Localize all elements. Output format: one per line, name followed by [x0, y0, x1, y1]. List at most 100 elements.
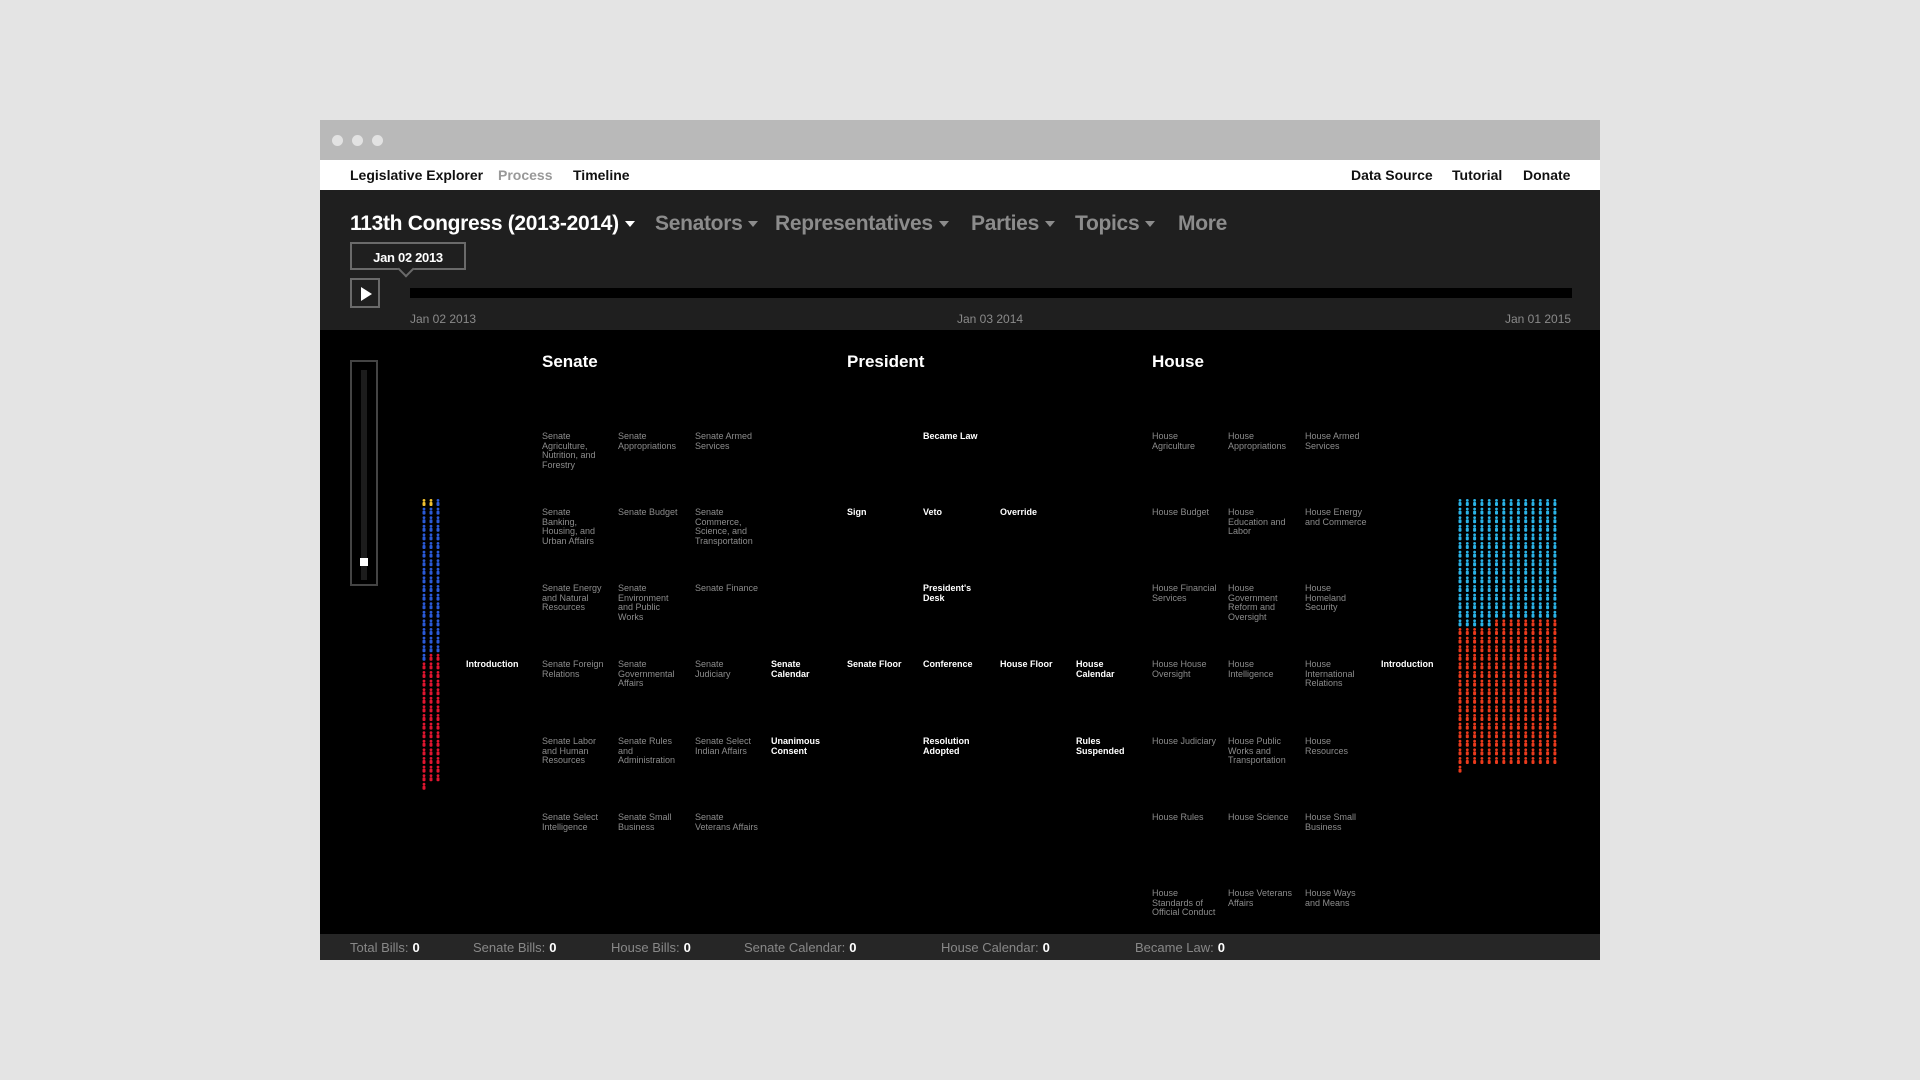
house-democrat-member[interactable]	[1538, 536, 1542, 541]
stage-house-agriculture[interactable]: House Agriculture	[1152, 431, 1196, 451]
house-democrat-member[interactable]	[1516, 510, 1520, 515]
house-democrat-member[interactable]	[1480, 536, 1484, 541]
house-democrat-member[interactable]	[1509, 519, 1513, 524]
stage-senate-energy[interactable]: Senate Energy and Natural Resources	[542, 583, 602, 612]
stage-senate-calendar[interactable]: Senate Calendar	[771, 659, 810, 679]
house-democrat-member[interactable]	[1538, 553, 1542, 558]
house-republican-member[interactable]	[1458, 699, 1462, 704]
house-republican-member[interactable]	[1458, 648, 1462, 653]
house-democrat-member[interactable]	[1495, 562, 1498, 567]
house-republican-member[interactable]	[1509, 631, 1513, 635]
stage-house-armed-services[interactable]: House Armed Services	[1305, 431, 1360, 451]
house-democrat-member[interactable]	[1531, 570, 1535, 575]
house-democrat-member[interactable]	[1524, 510, 1528, 515]
senate-democrat-member[interactable]	[429, 562, 433, 567]
senate-democrat-member[interactable]	[422, 519, 426, 524]
stage-house-education[interactable]: House Education and Labor	[1228, 507, 1286, 536]
house-democrat-member[interactable]	[1487, 527, 1491, 532]
senate-republican-member[interactable]	[422, 742, 426, 747]
house-republican-member[interactable]	[1480, 665, 1484, 670]
house-republican-member[interactable]	[1473, 656, 1477, 661]
house-republican-member[interactable]	[1473, 699, 1477, 704]
house-democrat-member[interactable]	[1538, 596, 1542, 601]
house-republican-member[interactable]	[1516, 674, 1520, 678]
house-republican-member[interactable]	[1531, 734, 1535, 739]
stage-house-financial-services[interactable]: House Financial Services	[1152, 583, 1217, 603]
house-republican-member[interactable]	[1546, 751, 1550, 756]
house-republican-member[interactable]	[1495, 725, 1498, 730]
senate-republican-member[interactable]	[429, 734, 433, 739]
senate-democrat-member[interactable]	[436, 631, 440, 635]
house-republican-member[interactable]	[1473, 760, 1477, 764]
house-republican-member[interactable]	[1516, 760, 1520, 764]
house-republican-member[interactable]	[1524, 674, 1528, 678]
house-democrat-member[interactable]	[1538, 562, 1542, 567]
house-democrat-member[interactable]	[1465, 613, 1469, 618]
house-republican-member[interactable]	[1480, 734, 1484, 739]
stage-senate-foreign-relations[interactable]: Senate Foreign Relations	[542, 659, 604, 679]
house-democrat-member[interactable]	[1480, 579, 1484, 584]
speed-slider-handle[interactable]	[360, 558, 368, 566]
house-republican-member[interactable]	[1531, 691, 1535, 696]
house-republican-member[interactable]	[1509, 734, 1513, 739]
house-democrat-member[interactable]	[1509, 570, 1513, 575]
house-democrat-member[interactable]	[1487, 622, 1491, 627]
house-republican-member[interactable]	[1487, 717, 1491, 721]
topics-dropdown[interactable]: Topics	[1075, 212, 1156, 236]
house-democrat-member[interactable]	[1538, 570, 1542, 575]
house-democrat-member[interactable]	[1458, 570, 1462, 575]
house-republican-member[interactable]	[1465, 674, 1469, 678]
senate-democrat-member[interactable]	[429, 553, 433, 558]
senate-democrat-member[interactable]	[436, 639, 440, 644]
house-republican-member[interactable]	[1502, 665, 1506, 670]
stage-house-rules[interactable]: House Rules	[1152, 812, 1204, 822]
house-democrat-member[interactable]	[1531, 579, 1535, 584]
stage-house-oversight[interactable]: House House Oversight	[1152, 659, 1207, 679]
house-democrat-member[interactable]	[1458, 613, 1462, 618]
house-republican-member[interactable]	[1546, 708, 1550, 713]
stage-senate-budget[interactable]: Senate Budget	[618, 507, 678, 517]
house-democrat-member[interactable]	[1546, 527, 1550, 532]
house-republican-member[interactable]	[1553, 708, 1557, 713]
house-republican-member[interactable]	[1495, 631, 1498, 635]
house-republican-member[interactable]	[1538, 682, 1542, 687]
house-republican-member[interactable]	[1502, 708, 1506, 713]
house-republican-member[interactable]	[1509, 639, 1513, 644]
stage-senate-environment[interactable]: Senate Environment and Public Works	[618, 583, 669, 622]
house-democrat-member[interactable]	[1553, 588, 1557, 592]
senate-republican-member[interactable]	[436, 682, 440, 687]
house-republican-member[interactable]	[1531, 760, 1535, 764]
house-republican-member[interactable]	[1480, 656, 1484, 661]
congress-dropdown[interactable]: 113th Congress (2013-2014)	[350, 212, 635, 236]
house-democrat-member[interactable]	[1524, 570, 1528, 575]
house-democrat-member[interactable]	[1509, 502, 1513, 506]
house-republican-member[interactable]	[1538, 631, 1542, 635]
house-democrat-member[interactable]	[1480, 596, 1484, 601]
house-republican-member[interactable]	[1502, 656, 1506, 661]
house-republican-member[interactable]	[1546, 725, 1550, 730]
house-republican-member[interactable]	[1487, 734, 1491, 739]
house-democrat-member[interactable]	[1502, 588, 1506, 592]
house-democrat-member[interactable]	[1546, 613, 1550, 618]
senate-republican-member[interactable]	[436, 725, 440, 730]
house-republican-member[interactable]	[1480, 691, 1484, 696]
house-democrat-member[interactable]	[1487, 570, 1491, 575]
house-republican-member[interactable]	[1487, 639, 1491, 644]
house-democrat-member[interactable]	[1531, 596, 1535, 601]
senate-republican-member[interactable]	[422, 725, 426, 730]
house-republican-member[interactable]	[1487, 674, 1491, 678]
house-republican-member[interactable]	[1502, 734, 1506, 739]
house-republican-member[interactable]	[1465, 691, 1469, 696]
house-republican-member[interactable]	[1502, 760, 1506, 764]
house-democrat-member[interactable]	[1531, 510, 1535, 515]
house-republican-member[interactable]	[1458, 639, 1462, 644]
house-democrat-member[interactable]	[1546, 596, 1550, 601]
house-democrat-member[interactable]	[1465, 570, 1469, 575]
house-republican-member[interactable]	[1531, 674, 1535, 678]
senate-democrat-member[interactable]	[436, 605, 440, 610]
house-republican-member[interactable]	[1524, 708, 1528, 713]
house-republican-member[interactable]	[1465, 725, 1469, 730]
house-republican-member[interactable]	[1538, 760, 1542, 764]
senate-republican-member[interactable]	[422, 751, 426, 756]
house-democrat-member[interactable]	[1473, 536, 1477, 541]
